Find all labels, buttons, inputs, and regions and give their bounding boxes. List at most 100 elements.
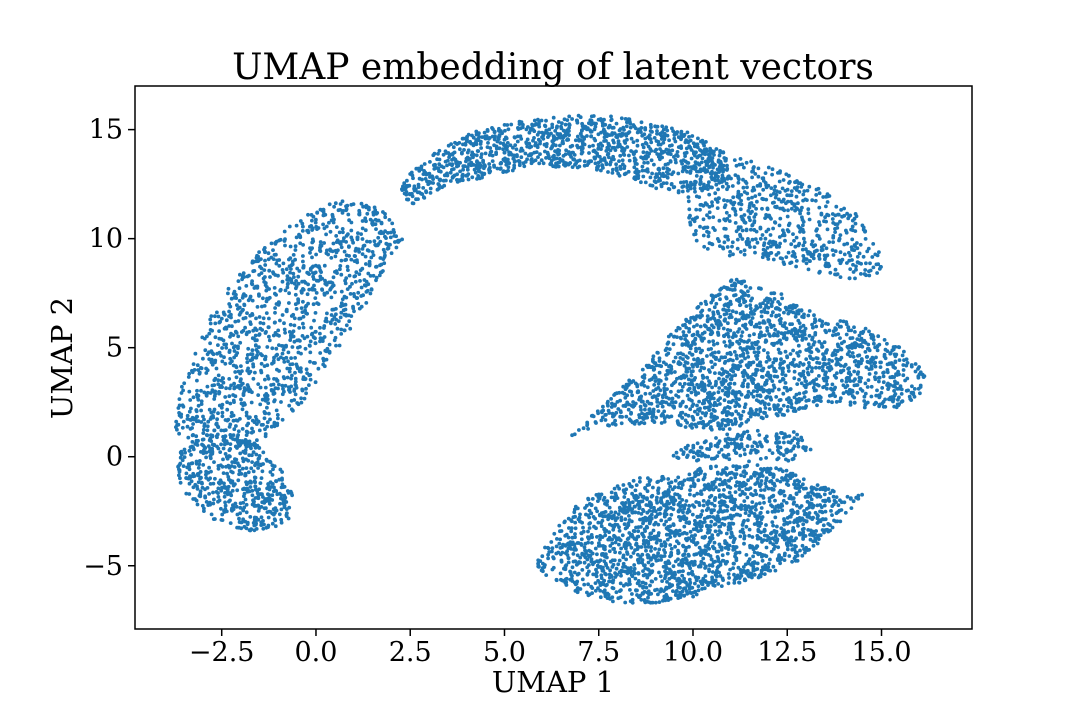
scatter-point — [330, 214, 335, 219]
scatter-point — [483, 164, 487, 169]
scatter-point — [274, 408, 279, 413]
scatter-point — [641, 417, 646, 421]
scatter-point — [234, 375, 239, 380]
scatter-point — [360, 247, 365, 251]
scatter-point — [371, 273, 376, 278]
scatter-point — [740, 228, 745, 233]
scatter-point — [335, 326, 340, 331]
scatter-point — [618, 153, 623, 158]
scatter-point — [764, 414, 769, 419]
scatter-point — [865, 249, 870, 254]
scatter-point — [785, 228, 790, 232]
scatter-point — [592, 136, 597, 141]
scatter-point — [711, 310, 716, 315]
scatter-point — [686, 413, 691, 418]
scatter-point — [292, 316, 297, 321]
scatter-point — [196, 473, 201, 478]
scatter-point — [290, 373, 294, 378]
scatter-point — [270, 361, 274, 366]
scatter-point — [213, 314, 217, 319]
scatter-point — [558, 143, 562, 148]
scatter-point — [804, 336, 808, 341]
scatter-point — [246, 430, 250, 435]
scatter-point — [661, 127, 666, 132]
scatter-point — [824, 261, 828, 265]
scatter-point — [801, 192, 806, 197]
scatter-point — [307, 383, 311, 387]
scatter-point — [781, 366, 785, 371]
scatter-point — [420, 177, 424, 182]
scatter-point — [261, 526, 266, 531]
scatter-point — [374, 275, 379, 280]
scatter-point — [340, 297, 345, 302]
scatter-point — [224, 386, 229, 391]
scatter-point — [646, 144, 651, 149]
scatter-point — [640, 142, 645, 147]
scatter-point — [253, 338, 258, 343]
scatter-point — [849, 227, 853, 232]
scatter-point — [767, 332, 771, 336]
scatter-point — [252, 286, 257, 290]
scatter-point — [402, 181, 407, 186]
scatter-point — [690, 382, 695, 387]
scatter-point — [536, 137, 541, 142]
scatter-point — [732, 293, 736, 298]
scatter-point — [286, 359, 290, 364]
scatter-point — [523, 160, 528, 164]
scatter-point — [683, 154, 687, 159]
scatter-point — [795, 180, 800, 185]
scatter-point — [510, 168, 515, 173]
scatter-point — [195, 363, 200, 368]
scatter-point — [543, 123, 547, 128]
scatter-point — [277, 333, 281, 338]
scatter-point — [233, 370, 238, 374]
scatter-point — [243, 293, 248, 298]
scatter-point — [201, 427, 206, 432]
scatter-point — [777, 190, 782, 195]
scatter-point — [221, 310, 226, 315]
scatter-point — [748, 218, 752, 223]
scatter-point — [537, 121, 541, 126]
scatter-point — [320, 276, 325, 281]
scatter-point — [289, 280, 294, 285]
scatter-point — [327, 202, 332, 207]
scatter-point — [719, 380, 724, 385]
scatter-point — [804, 390, 808, 394]
scatter-point — [309, 325, 314, 330]
scatter-point — [542, 142, 547, 147]
scatter-point — [459, 177, 464, 182]
scatter-point — [245, 311, 249, 315]
scatter-point — [250, 390, 254, 395]
scatter-point — [187, 492, 192, 496]
scatter-point — [339, 332, 344, 336]
scatter-point — [803, 385, 808, 390]
scatter-point — [386, 231, 390, 235]
scatter-point — [293, 248, 298, 252]
scatter-point — [263, 427, 267, 432]
scatter-point — [324, 316, 329, 321]
scatter-point — [632, 165, 637, 170]
scatter-point — [248, 313, 253, 318]
scatter-point — [261, 316, 266, 321]
scatter-point — [238, 272, 242, 277]
scatter-point — [710, 351, 715, 355]
scatter-point — [642, 132, 647, 137]
scatter-point — [565, 137, 570, 142]
scatter-point — [762, 348, 766, 353]
scatter-point — [372, 205, 377, 210]
scatter-point — [723, 234, 728, 239]
scatter-point — [252, 269, 257, 273]
scatter-point — [534, 122, 538, 126]
scatter-point — [733, 221, 738, 225]
scatter-point — [758, 182, 763, 186]
scatter-point — [466, 132, 471, 137]
scatter-point — [201, 463, 206, 467]
scatter-point — [838, 233, 843, 238]
scatter-point — [383, 229, 387, 234]
scatter-point — [358, 268, 363, 273]
scatter-point — [838, 250, 843, 255]
scatter-point — [291, 312, 296, 317]
scatter-point — [701, 217, 706, 222]
scatter-point — [638, 404, 643, 409]
scatter-point — [293, 244, 298, 249]
